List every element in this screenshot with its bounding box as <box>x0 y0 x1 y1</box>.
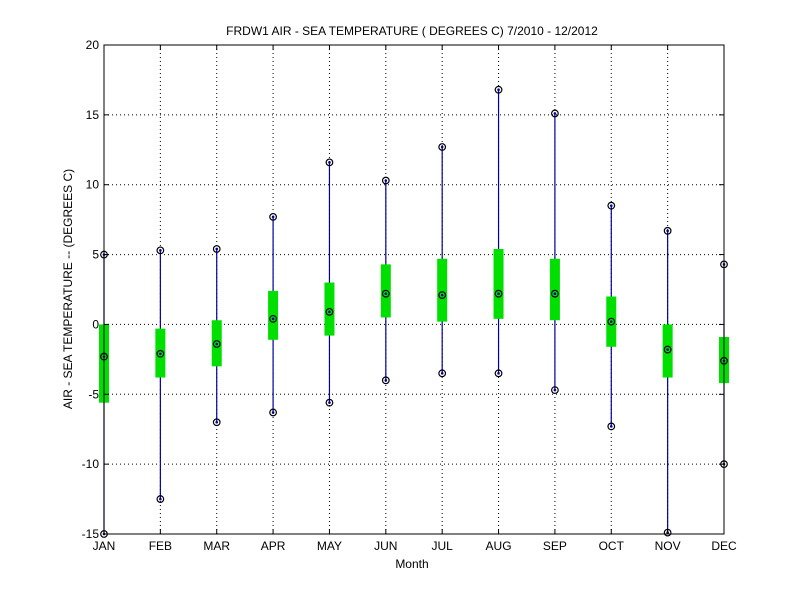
median-marker-apr <box>269 314 277 323</box>
median-marker-dot-jul <box>440 293 444 297</box>
y-tick-label: 0 <box>92 317 99 331</box>
max-marker-mar <box>212 245 221 253</box>
median-marker-dot-may <box>328 310 331 314</box>
min-marker-dot-may <box>328 401 331 404</box>
x-tick-label-dec: DEC <box>711 539 737 553</box>
box-aug <box>493 248 504 319</box>
min-marker-oct <box>607 422 616 431</box>
median-marker-dot-aug <box>497 292 500 295</box>
min-marker-aug <box>494 369 503 378</box>
min-marker-feb <box>156 495 165 503</box>
min-marker-dot-jul <box>440 372 444 375</box>
plot-area <box>99 85 729 538</box>
max-marker-dot-aug <box>497 88 500 92</box>
min-marker-sep <box>551 386 559 394</box>
max-marker-jul <box>438 143 447 151</box>
min-marker-apr <box>269 408 277 417</box>
x-tick-label-aug: AUG <box>486 539 512 553</box>
x-tick-label-jul: JUL <box>432 539 454 553</box>
x-axis-label: Month <box>395 557 428 571</box>
min-marker-jun <box>381 376 390 385</box>
x-tick-label-mar: MAR <box>203 539 230 553</box>
min-marker-jul <box>438 369 447 378</box>
max-marker-dot-feb <box>159 249 162 252</box>
chart-title: FRDW1 AIR - SEA TEMPERATURE ( DEGREES C)… <box>226 24 598 38</box>
min-marker-dot-jun <box>384 379 388 382</box>
max-marker-dot-may <box>328 161 331 164</box>
y-tick-label: -10 <box>82 457 100 471</box>
x-tick-label-feb: FEB <box>149 539 172 553</box>
median-marker-feb <box>156 349 165 358</box>
max-marker-dot-sep <box>553 112 557 115</box>
min-marker-may <box>325 398 334 407</box>
median-marker-aug <box>494 289 503 298</box>
y-tick-label: 5 <box>92 248 99 262</box>
max-marker-jun <box>381 176 390 185</box>
min-marker-dot-feb <box>159 497 162 501</box>
x-tick-label-nov: NOV <box>655 539 681 553</box>
median-marker-dot-jun <box>384 292 388 295</box>
max-marker-apr <box>269 212 277 221</box>
y-tick-label: -15 <box>82 527 100 541</box>
median-marker-mar <box>212 340 221 348</box>
median-marker-dot-apr <box>271 317 275 321</box>
median-marker-dot-oct <box>609 320 613 323</box>
median-marker-jul <box>438 291 447 299</box>
box-nov <box>662 324 673 378</box>
median-marker-dot-mar <box>215 342 219 346</box>
min-marker-dot-sep <box>553 388 557 392</box>
max-marker-dot-jul <box>440 145 444 149</box>
max-marker-may <box>325 158 334 167</box>
min-marker-dot-oct <box>609 425 613 428</box>
max-marker-dot-mar <box>215 247 219 251</box>
y-axis-label: AIR - SEA TEMPERATURE -- (DEGREES C) <box>61 169 75 409</box>
min-marker-dot-aug <box>497 372 500 375</box>
x-tick-label-apr: APR <box>261 539 286 553</box>
box-sep <box>549 258 560 321</box>
median-marker-dot-feb <box>159 352 162 356</box>
min-marker-dot-mar <box>215 420 219 424</box>
y-tick-label: 15 <box>86 108 100 122</box>
box-jul <box>437 258 448 322</box>
x-tick-label-sep: SEP <box>543 539 567 553</box>
axis-ticks: -15 -10 -5 0 5 10 15 20 JAN FEB MAR APR MAY JUN JUL AUG… <box>82 38 737 553</box>
max-marker-dot-jun <box>384 179 388 182</box>
x-tick-label-jun: JUN <box>374 539 397 553</box>
median-marker-may <box>325 307 334 316</box>
median-marker-dot-sep <box>553 292 557 295</box>
x-tick-label-oct: OCT <box>599 539 625 553</box>
axes-frame <box>103 44 725 535</box>
max-marker-sep <box>551 109 559 118</box>
x-tick-label-may: MAY <box>317 539 342 553</box>
grid <box>104 45 724 534</box>
max-marker-dot-nov <box>666 229 669 233</box>
x-tick-label-jan: JAN <box>93 539 116 553</box>
y-tick-label: -5 <box>88 387 99 401</box>
y-tick-label: 10 <box>86 178 100 192</box>
max-marker-feb <box>156 246 165 255</box>
median-marker-dot-nov <box>666 348 669 351</box>
max-marker-nov <box>663 226 672 235</box>
median-marker-nov <box>663 345 672 354</box>
max-marker-oct <box>607 201 616 210</box>
max-marker-dot-oct <box>609 204 613 207</box>
max-marker-dot-apr <box>271 215 275 219</box>
min-marker-mar <box>212 418 221 427</box>
max-marker-aug <box>494 85 503 94</box>
median-marker-jun <box>381 289 390 298</box>
median-marker-sep <box>551 289 559 298</box>
median-marker-oct <box>607 317 616 326</box>
y-tick-label: 20 <box>86 38 100 52</box>
min-marker-dot-apr <box>271 411 275 414</box>
